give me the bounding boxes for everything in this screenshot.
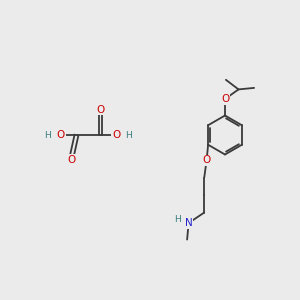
Text: H: H [174, 215, 181, 224]
Text: H: H [126, 130, 132, 140]
Text: O: O [202, 155, 211, 165]
Text: O: O [57, 130, 65, 140]
Text: H: H [45, 130, 51, 140]
Text: O: O [96, 105, 105, 115]
Text: O: O [67, 154, 75, 165]
Text: N: N [185, 218, 193, 228]
Text: O: O [112, 130, 120, 140]
Text: O: O [221, 94, 229, 104]
